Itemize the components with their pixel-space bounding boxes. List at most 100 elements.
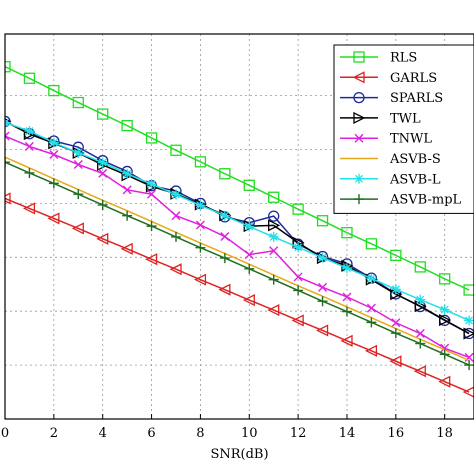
legend-box bbox=[333, 44, 474, 214]
data-point bbox=[268, 191, 280, 203]
data-point bbox=[145, 253, 158, 266]
data-point bbox=[147, 189, 157, 199]
data-point bbox=[5, 61, 11, 73]
data-point bbox=[193, 273, 207, 286]
data-point bbox=[73, 189, 84, 200]
data-point bbox=[120, 242, 133, 255]
data-point bbox=[171, 211, 181, 221]
data-point bbox=[24, 167, 35, 178]
series-asvb-s bbox=[5, 156, 470, 362]
data-point bbox=[48, 84, 60, 97]
series-line bbox=[5, 66, 470, 291]
data-point bbox=[195, 200, 206, 211]
legend-marker bbox=[354, 194, 364, 205]
data-point bbox=[24, 141, 34, 151]
x-tick-label: 12 bbox=[290, 426, 307, 441]
data-point bbox=[49, 150, 59, 159]
x-tick-label: 18 bbox=[436, 426, 453, 441]
data-point bbox=[464, 315, 474, 326]
data-point bbox=[73, 147, 84, 158]
data-point bbox=[317, 296, 328, 307]
data-point bbox=[72, 96, 84, 109]
legend-label: ASVB-S bbox=[389, 152, 441, 167]
data-point bbox=[122, 185, 132, 195]
x-tick-label: 2 bbox=[50, 426, 58, 441]
data-point bbox=[268, 231, 279, 242]
data-point bbox=[269, 246, 279, 256]
data-point bbox=[97, 108, 109, 120]
series-line bbox=[5, 197, 470, 393]
data-point bbox=[98, 168, 108, 178]
data-point bbox=[24, 126, 35, 137]
legend-entry: ASVB-L bbox=[340, 172, 441, 187]
data-point bbox=[268, 210, 280, 222]
data-point bbox=[316, 324, 329, 337]
legend-label: ASVB-mpL bbox=[389, 193, 462, 208]
data-point bbox=[293, 285, 304, 296]
data-point bbox=[391, 318, 401, 328]
data-point bbox=[413, 365, 426, 378]
data-point bbox=[170, 231, 181, 242]
data-point bbox=[244, 263, 255, 274]
data-point bbox=[23, 72, 36, 84]
data-point bbox=[462, 386, 474, 398]
series-asvb-l bbox=[5, 117, 474, 326]
data-point bbox=[5, 157, 10, 168]
data-point bbox=[195, 220, 205, 230]
legend: RLS GARLS SPARLS TWL TNWL ASVB-S ASVB-L ASVB-mp… bbox=[333, 44, 474, 214]
data-point bbox=[439, 273, 451, 285]
series-layer bbox=[5, 61, 474, 398]
data-point bbox=[219, 253, 230, 264]
plot-frame bbox=[4, 33, 474, 420]
data-point bbox=[122, 168, 133, 179]
data-point bbox=[48, 178, 59, 189]
legend-entry: GARLS bbox=[340, 71, 437, 86]
legend-entry: RLS bbox=[340, 51, 417, 66]
data-point bbox=[439, 314, 452, 327]
x-tick-label: 4 bbox=[99, 426, 107, 441]
data-point bbox=[463, 284, 474, 296]
data-point bbox=[293, 272, 303, 282]
data-point bbox=[438, 375, 451, 388]
series-line bbox=[5, 156, 470, 362]
data-point bbox=[47, 212, 60, 225]
legend-label: GARLS bbox=[390, 71, 437, 86]
data-point bbox=[122, 210, 133, 221]
data-point bbox=[364, 344, 378, 357]
data-point bbox=[366, 303, 376, 313]
x-axis-ticks: 0 2 4 6 8 10 12 14 16 18 bbox=[1, 414, 453, 441]
series-line bbox=[5, 121, 470, 322]
legend-label: ASVB-L bbox=[389, 172, 441, 187]
data-point bbox=[291, 314, 304, 327]
x-axis-label: SNR(dB) bbox=[210, 447, 268, 462]
data-point bbox=[5, 192, 11, 205]
legend-marker bbox=[353, 91, 365, 104]
data-point bbox=[170, 144, 182, 156]
data-point bbox=[292, 203, 304, 215]
data-point bbox=[244, 250, 254, 260]
data-point bbox=[242, 293, 255, 307]
data-point bbox=[389, 355, 402, 368]
legend-entry: TNWL bbox=[340, 132, 432, 147]
series-garls bbox=[5, 192, 474, 398]
series-line bbox=[5, 135, 470, 359]
series-rls bbox=[5, 61, 474, 296]
data-point bbox=[316, 215, 329, 227]
data-point bbox=[415, 338, 426, 349]
data-point bbox=[243, 179, 255, 191]
data-point bbox=[415, 294, 426, 305]
legend-marker bbox=[354, 173, 364, 184]
legend-entry: ASVB-S bbox=[340, 152, 441, 167]
data-point bbox=[97, 157, 108, 168]
legend-label: RLS bbox=[390, 51, 417, 66]
data-point bbox=[218, 283, 231, 296]
series-line bbox=[5, 161, 470, 366]
data-point bbox=[366, 317, 377, 328]
data-point bbox=[464, 360, 474, 371]
data-point bbox=[219, 210, 230, 221]
legend-marker bbox=[354, 133, 364, 143]
series-tnwl bbox=[5, 131, 474, 362]
legend-entry: SPARLS bbox=[340, 91, 443, 106]
data-point bbox=[146, 221, 157, 232]
data-point bbox=[5, 131, 10, 141]
